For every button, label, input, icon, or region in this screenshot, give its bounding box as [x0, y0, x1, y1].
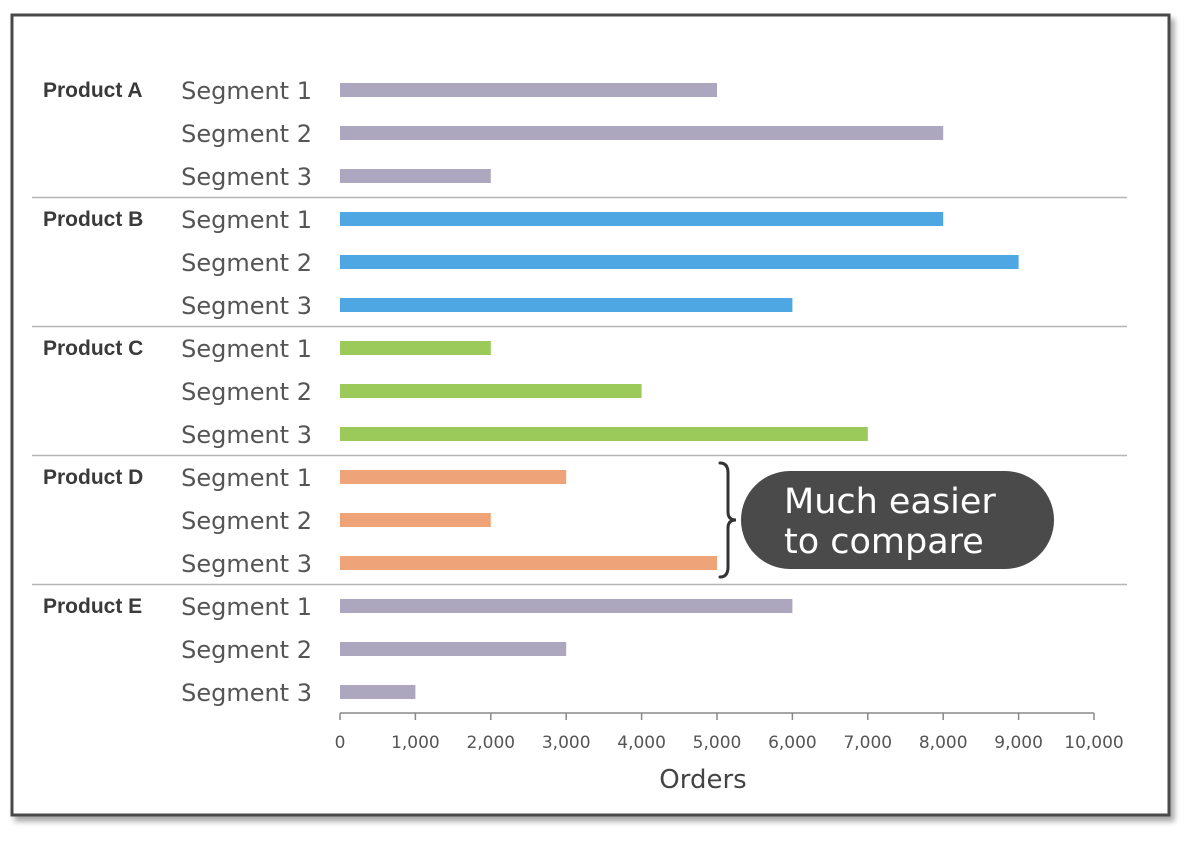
product-c-segment-2-label: Segment 2 — [181, 378, 312, 406]
x-tick-label-9: 9,000 — [994, 733, 1043, 753]
product-e-segment-1-bar — [340, 599, 793, 613]
product-d-segment-1-bar — [340, 470, 567, 484]
x-axis: 0 1,000 2,000 3,000 4,000 5,000 6,000 7,000 8,00… — [335, 712, 1124, 795]
product-d-segment-3-bar — [340, 556, 717, 570]
product-b-segment-2-bar — [340, 255, 1019, 269]
annotation-bubble — [741, 471, 1054, 569]
x-tick-label-3: 3,000 — [542, 733, 591, 753]
product-b-segment-1-label: Segment 1 — [181, 206, 312, 234]
product-c-segment-3-label: Segment 3 — [181, 421, 312, 449]
product-c-segment-3-bar — [340, 427, 868, 441]
chart-border — [10, 13, 1171, 817]
x-tick-label-0: 0 — [335, 733, 346, 753]
curly-brace-icon — [718, 461, 737, 579]
product-a-segment-2-label: Segment 2 — [181, 120, 312, 148]
product-b-segment-3-bar — [340, 298, 793, 312]
product-e-segment-1-label: Segment 1 — [181, 593, 312, 621]
product-a-segment-1-label: Segment 1 — [181, 77, 312, 105]
product-b-segment-2-label: Segment 2 — [181, 249, 312, 277]
product-b-label: Product B — [43, 208, 143, 231]
x-tick-label-7: 7,000 — [843, 733, 892, 753]
product-a-segment-3-label: Segment 3 — [181, 163, 312, 191]
product-e-segment-2-label: Segment 2 — [181, 636, 312, 664]
product-c-segment-1-bar — [340, 341, 491, 355]
group-separators — [32, 196, 1127, 586]
product-c-segment-1-label: Segment 1 — [181, 335, 312, 363]
x-tick-label-6: 6,000 — [768, 733, 817, 753]
product-d-label: Product D — [43, 466, 143, 489]
x-tick-label-5: 5,000 — [693, 733, 742, 753]
x-axis-title: Orders — [659, 765, 746, 795]
product-a-label: Product A — [43, 79, 143, 102]
product-e-segment-3-bar — [340, 685, 416, 699]
x-tick-label-8: 8,000 — [919, 733, 968, 753]
x-tick-label-1: 1,000 — [391, 733, 440, 753]
product-e-segment-3-label: Segment 3 — [181, 679, 312, 707]
product-e-label: Product E — [43, 595, 142, 618]
x-tick-label-2: 2,000 — [466, 733, 515, 753]
product-d-segment-2-label: Segment 2 — [181, 507, 312, 535]
product-a-segment-2-bar — [340, 126, 944, 140]
product-a-segment-3-bar — [340, 169, 491, 183]
product-e-segment-2-bar — [340, 642, 567, 656]
annotation-line-2: to compare — [784, 522, 984, 562]
product-a-segment-1-bar — [340, 83, 717, 97]
product-d-segment-2-bar — [340, 513, 491, 527]
product-c-label: Product C — [43, 337, 143, 360]
product-b-segment-1-bar — [340, 212, 944, 226]
labels-layer: Segment 1 Segment 2 Segment 3 Product A Segm… — [43, 77, 312, 707]
x-tick-label-4: 4,000 — [617, 733, 666, 753]
x-tick-label-10: 10,000 — [1064, 733, 1123, 753]
product-c-segment-2-bar — [340, 384, 642, 398]
product-b-segment-3-label: Segment 3 — [181, 292, 312, 320]
bars-layer — [340, 83, 1019, 699]
product-d-segment-1-label: Segment 1 — [181, 464, 312, 492]
annotation-line-1: Much easier — [784, 482, 996, 522]
product-d-segment-3-label: Segment 3 — [181, 550, 312, 578]
